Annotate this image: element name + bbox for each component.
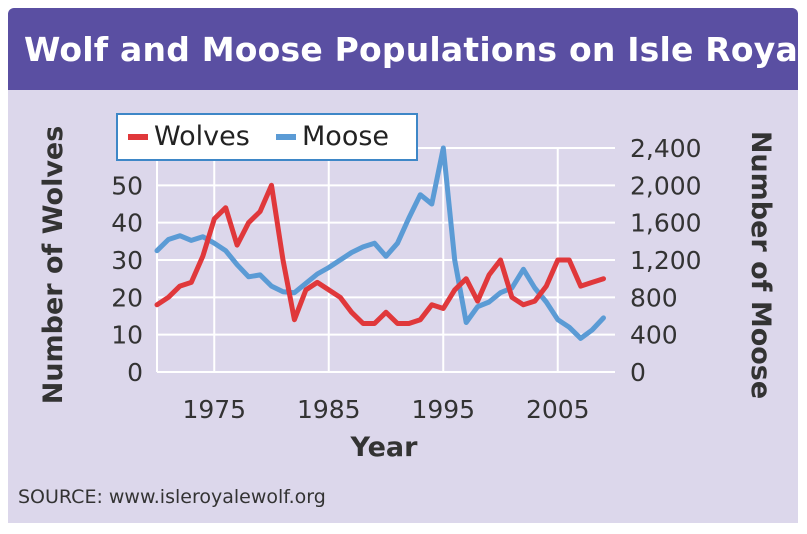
y-left-tick-label: 10 bbox=[111, 321, 143, 350]
legend-item-wolves: Wolves bbox=[128, 121, 250, 152]
y-left-tick-label: 20 bbox=[111, 283, 143, 312]
legend-label-wolves: Wolves bbox=[154, 121, 250, 152]
y-left-tick-label: 0 bbox=[127, 358, 143, 387]
series-line-moose bbox=[154, 145, 606, 341]
y-right-tick-label: 2,000 bbox=[630, 171, 702, 200]
x-tick-label: 1975 bbox=[182, 395, 246, 424]
y-right-tick-label: 1,600 bbox=[630, 209, 702, 238]
legend-swatch-moose bbox=[276, 133, 296, 140]
legend-label-moose: Moose bbox=[302, 121, 390, 152]
y-axis-title-right: Number of Moose bbox=[745, 131, 776, 399]
y-left-tick-label: 30 bbox=[111, 246, 143, 275]
legend-item-moose: Moose bbox=[276, 121, 389, 152]
x-tick-label: 2005 bbox=[526, 395, 590, 424]
y-left-tick-label: 50 bbox=[111, 171, 143, 200]
title-bar: Wolf and Moose Populations on Isle Royal… bbox=[8, 8, 807, 90]
series-line-wolves bbox=[154, 182, 606, 326]
legend-swatch-wolves bbox=[128, 133, 148, 140]
chart-panel bbox=[8, 90, 798, 523]
x-axis-title: Year bbox=[350, 432, 419, 463]
x-tick-label: 1985 bbox=[297, 395, 361, 424]
chart-title: Wolf and Moose Populations on Isle Royal… bbox=[24, 30, 807, 69]
y-right-tick-label: 0 bbox=[630, 358, 646, 387]
y-axis-title-left: Number of Wolves bbox=[38, 126, 69, 405]
y-right-tick-label: 800 bbox=[630, 283, 678, 312]
y-right-tick-label: 400 bbox=[630, 321, 678, 350]
x-tick-label: 1995 bbox=[411, 395, 475, 424]
y-left-tick-label: 40 bbox=[111, 209, 143, 238]
source-note: SOURCE: www.isleroyalewolf.org bbox=[18, 486, 326, 508]
y-right-tick-label: 2,400 bbox=[630, 134, 702, 163]
legend: Wolves Moose bbox=[116, 113, 418, 161]
y-right-tick-label: 1,200 bbox=[630, 246, 702, 275]
